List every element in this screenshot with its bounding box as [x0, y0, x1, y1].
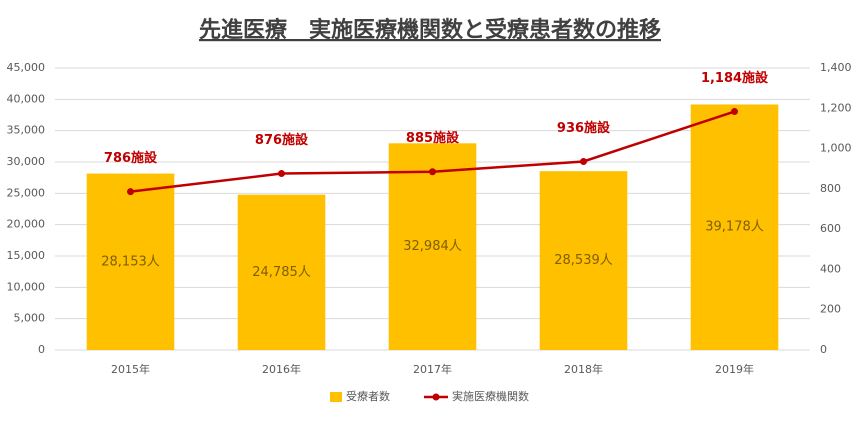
line-point — [731, 108, 738, 116]
bar — [237, 194, 326, 350]
y2-tick-label: 200 — [820, 303, 841, 316]
y-tick-label: 15,000 — [7, 249, 46, 262]
x-tick-label: 2015年 — [111, 362, 150, 376]
legend-swatch — [330, 392, 342, 402]
bar-label: 24,785人 — [252, 265, 311, 280]
line-point — [127, 188, 134, 196]
bar — [539, 171, 628, 350]
x-tick-label: 2019年 — [715, 362, 754, 376]
bar — [388, 143, 477, 350]
y-tick-label: 35,000 — [7, 124, 46, 137]
y2-tick-label: 600 — [820, 222, 841, 235]
line-label: 885施設 — [406, 130, 460, 146]
y-tick-label: 0 — [38, 343, 45, 356]
line-label: 786施設 — [104, 150, 158, 166]
bar-label: 32,984人 — [403, 239, 462, 254]
y-tick-label: 5,000 — [14, 312, 46, 325]
y2-tick-label: 400 — [820, 262, 841, 275]
y2-tick-label: 1,000 — [820, 142, 852, 155]
bar-label: 39,178人 — [705, 220, 764, 235]
y-tick-label: 20,000 — [7, 218, 46, 231]
y-tick-label: 10,000 — [7, 280, 46, 293]
bar-label: 28,539人 — [554, 253, 613, 268]
y2-tick-label: 800 — [820, 182, 841, 195]
line-label: 936施設 — [557, 120, 611, 136]
line-label: 1,184施設 — [701, 70, 769, 86]
y-tick-label: 30,000 — [7, 155, 46, 168]
legend-swatch — [432, 393, 440, 401]
y2-tick-label: 1,400 — [820, 61, 852, 74]
y2-tick-label: 0 — [820, 343, 827, 356]
line-label: 876施設 — [255, 132, 309, 148]
x-tick-label: 2017年 — [413, 362, 452, 376]
line-point — [278, 170, 285, 178]
line-point — [580, 157, 587, 165]
bar — [690, 104, 779, 351]
y-tick-label: 45,000 — [7, 61, 46, 74]
x-tick-label: 2018年 — [564, 362, 603, 376]
y2-tick-label: 1,200 — [820, 101, 852, 114]
x-tick-label: 2016年 — [262, 362, 301, 376]
y-tick-label: 25,000 — [7, 186, 46, 199]
legend-label: 実施医療機関数 — [452, 389, 529, 403]
bar — [86, 173, 175, 350]
legend-label: 受療者数 — [346, 389, 390, 403]
bar-label: 28,153人 — [101, 254, 160, 269]
line-point — [429, 168, 436, 176]
y-tick-label: 40,000 — [7, 92, 46, 105]
chart-title: 先進医療 実施医療機関数と受療患者数の推移 — [199, 17, 661, 43]
